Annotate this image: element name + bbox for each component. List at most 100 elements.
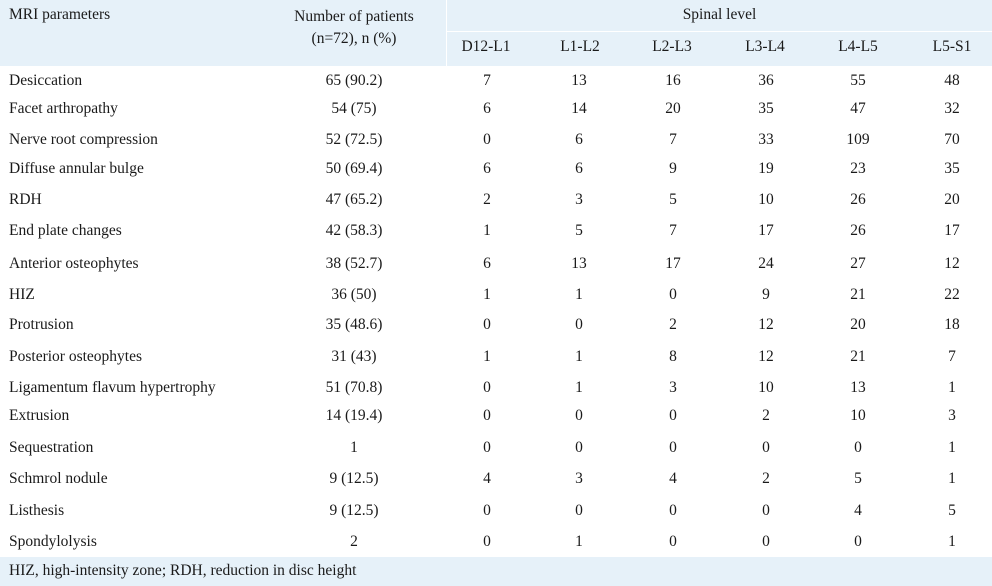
row-level-value: 26 [850,191,866,208]
header-level-l4-l5: L4-L5 [838,38,878,55]
row-parameter-name: RDH [9,191,42,208]
header-spinal-level: Spinal level [682,6,757,23]
row-level-value: 1 [948,439,956,456]
row-level-value: 0 [575,439,583,456]
row-level-value: 2 [483,191,491,208]
row-level-value: 0 [669,533,677,550]
row-level-value: 0 [483,502,491,519]
row-level-value: 2 [762,470,770,487]
row-patients-count: 65 (90.2) [325,72,383,89]
header-level-l5-s1: L5-S1 [932,38,972,55]
row-parameter-name: Ligamentum flavum hypertrophy [9,379,216,396]
row-level-value: 0 [669,286,677,303]
row-patients-count: 2 [350,533,358,550]
row-level-value: 10 [850,407,866,424]
row-level-value: 7 [948,348,956,365]
row-level-value: 0 [575,316,583,333]
row-level-value: 21 [850,286,866,303]
header-divider-horizontal [447,31,992,32]
row-level-value: 21 [850,348,866,365]
header-level-l2-l3: L2-L3 [652,38,692,55]
row-level-value: 17 [944,222,960,239]
row-level-value: 26 [850,222,866,239]
header-mri-parameters: MRI parameters [9,6,111,23]
row-level-value: 20 [665,100,681,117]
row-level-value: 5 [948,502,956,519]
row-level-value: 3 [575,191,583,208]
row-patients-count: 31 (43) [331,348,377,365]
row-parameter-name: Protrusion [9,316,74,333]
row-patients-count: 1 [350,439,358,456]
row-parameter-name: Desiccation [9,72,83,89]
row-level-value: 9 [669,160,677,177]
row-level-value: 1 [948,379,956,396]
header-level-l1-l2: L1-L2 [560,38,600,55]
table-footer [0,557,992,586]
row-level-value: 55 [850,72,866,89]
row-patients-count: 42 (58.3) [325,222,383,239]
footnote: HIZ, high-intensity zone; RDH, reduction… [9,562,357,579]
header-number-of-patients: Number of patients (n=72), n (%) [284,6,424,50]
row-level-value: 12 [758,348,774,365]
row-level-value: 5 [854,470,862,487]
row-level-value: 9 [762,286,770,303]
header-level-d12-l1: D12-L1 [461,38,511,55]
header-patients-line2: (n=72), n (%) [311,30,397,47]
row-level-value: 0 [854,439,862,456]
row-parameter-name: Sequestration [9,439,94,456]
row-level-value: 1 [483,286,491,303]
row-level-value: 36 [758,72,774,89]
row-level-value: 109 [846,131,870,148]
row-level-value: 35 [944,160,960,177]
row-level-value: 0 [483,439,491,456]
row-level-value: 1 [575,379,583,396]
row-patients-count: 50 (69.4) [325,160,383,177]
row-level-value: 13 [571,72,587,89]
row-level-value: 3 [669,379,677,396]
row-level-value: 7 [669,222,677,239]
row-level-value: 12 [758,316,774,333]
row-level-value: 6 [575,131,583,148]
row-level-value: 24 [758,255,774,272]
row-level-value: 3 [575,470,583,487]
header-divider-vertical [446,0,447,66]
row-level-value: 0 [483,379,491,396]
row-patients-count: 54 (75) [331,100,377,117]
row-level-value: 17 [665,255,681,272]
header-level-l3-l4: L3-L4 [745,38,785,55]
row-patients-count: 35 (48.6) [325,316,383,333]
row-parameter-name: Facet arthropathy [9,100,118,117]
row-level-value: 8 [669,348,677,365]
row-level-value: 1 [483,348,491,365]
row-level-value: 35 [758,100,774,117]
row-level-value: 18 [944,316,960,333]
row-level-value: 27 [850,255,866,272]
row-level-value: 7 [669,131,677,148]
row-level-value: 6 [483,160,491,177]
row-level-value: 33 [758,131,774,148]
row-level-value: 10 [758,379,774,396]
header-patients-line1: Number of patients [294,8,414,25]
row-level-value: 47 [850,100,866,117]
row-level-value: 20 [944,191,960,208]
row-level-value: 0 [669,502,677,519]
row-parameter-name: Nerve root compression [9,131,158,148]
row-level-value: 1 [948,533,956,550]
table-header [0,0,992,66]
row-parameter-name: Listhesis [9,502,65,519]
row-level-value: 6 [483,255,491,272]
row-level-value: 1 [575,533,583,550]
row-level-value: 70 [944,131,960,148]
row-level-value: 6 [483,100,491,117]
row-level-value: 48 [944,72,960,89]
row-level-value: 0 [483,533,491,550]
row-level-value: 7 [483,72,491,89]
row-level-value: 14 [571,100,587,117]
row-level-value: 13 [571,255,587,272]
row-level-value: 0 [575,407,583,424]
row-patients-count: 51 (70.8) [325,379,383,396]
row-level-value: 12 [944,255,960,272]
row-level-value: 1 [575,348,583,365]
row-level-value: 1 [575,286,583,303]
